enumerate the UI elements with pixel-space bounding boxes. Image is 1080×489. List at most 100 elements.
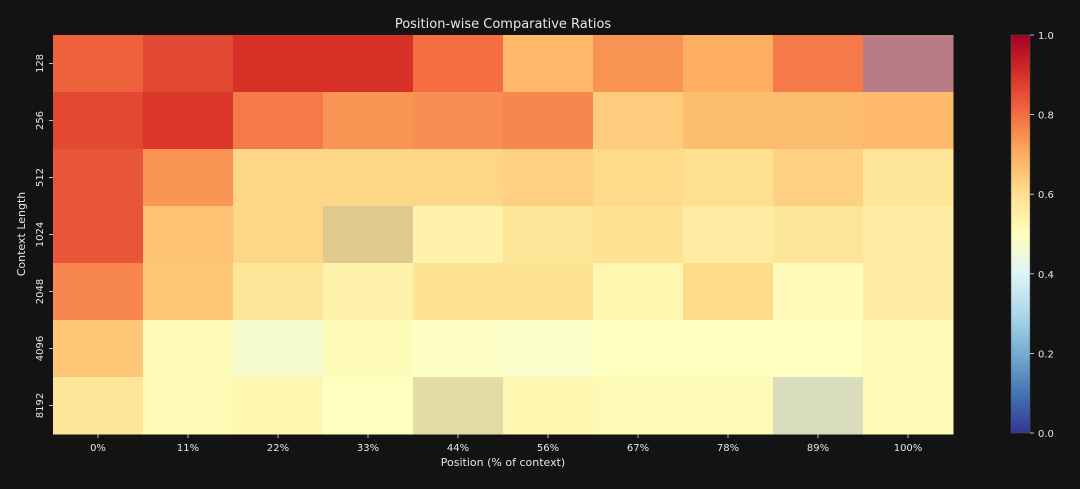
heatmap-cell (143, 263, 234, 321)
heatmap-cell (773, 206, 864, 264)
heatmap-cell (863, 377, 954, 435)
y-tick-label: 4096 (35, 336, 46, 361)
x-tick-label: 56% (537, 443, 559, 454)
y-tick-label: 256 (35, 111, 46, 130)
heatmap-cell (323, 206, 414, 264)
heatmap-cell (863, 320, 954, 378)
colorbar-tick-label: 0.2 (1038, 349, 1054, 360)
heatmap-cell (683, 92, 774, 150)
heatmap-cell (863, 206, 954, 264)
colorbar-tick-label: 0.6 (1038, 190, 1054, 201)
heatmap-cell (503, 35, 594, 93)
y-tick-label: 8192 (35, 393, 46, 418)
heatmap-cell (413, 263, 504, 321)
y-tick-label: 1024 (35, 222, 46, 247)
heatmap-cell (413, 92, 504, 150)
x-axis-label: Position (% of context) (441, 456, 565, 469)
heatmap-cell (503, 377, 594, 435)
heatmap-cell (53, 149, 144, 207)
y-axis: 128 256 512 1024 2048 4096 8192 (35, 54, 53, 418)
heatmap-cell (233, 377, 324, 435)
x-tick-label: 89% (807, 443, 829, 454)
heatmap-cell (53, 206, 144, 264)
colorbar-tick-label: 0.0 (1038, 429, 1054, 440)
heatmap-cell (683, 35, 774, 93)
heatmap-cell (683, 377, 774, 435)
heatmap-cell (323, 149, 414, 207)
heatmap-cells (53, 35, 954, 435)
heatmap-cell (863, 35, 954, 93)
heatmap-cell (413, 320, 504, 378)
heatmap-cell (323, 377, 414, 435)
heatmap-cell (143, 377, 234, 435)
x-tick-label: 11% (177, 443, 199, 454)
heatmap-cell (53, 35, 144, 93)
heatmap-cell (503, 92, 594, 150)
heatmap-cell (863, 263, 954, 321)
heatmap-cell (863, 149, 954, 207)
heatmap-cell (773, 263, 864, 321)
x-tick-label: 100% (894, 443, 923, 454)
heatmap-cell (593, 149, 684, 207)
heatmap-cell (323, 92, 414, 150)
heatmap-cell (683, 206, 774, 264)
heatmap-cell (323, 263, 414, 321)
heatmap-cell (773, 320, 864, 378)
colorbar-ticks: 0.0 0.2 0.4 0.6 0.8 1.0 (1030, 31, 1054, 440)
y-axis-label: Context Length (15, 192, 28, 277)
heatmap-cell (863, 92, 954, 150)
x-tick-label: 78% (717, 443, 739, 454)
heatmap-cell (773, 149, 864, 207)
y-tick-label: 2048 (35, 279, 46, 304)
heatmap-cell (143, 206, 234, 264)
heatmap-cell (143, 149, 234, 207)
x-tick-label: 22% (267, 443, 289, 454)
heatmap-cell (323, 35, 414, 93)
colorbar-tick-label: 1.0 (1038, 31, 1054, 42)
heatmap-cell (593, 92, 684, 150)
heatmap-cell (593, 35, 684, 93)
heatmap-cell (593, 206, 684, 264)
heatmap-cell (413, 377, 504, 435)
heatmap-cell (503, 320, 594, 378)
colorbar-tick-label: 0.8 (1038, 111, 1054, 122)
heatmap-cell (323, 320, 414, 378)
heatmap-cell (53, 263, 144, 321)
x-tick-label: 0% (90, 443, 106, 454)
heatmap-cell (773, 377, 864, 435)
heatmap-cell (683, 320, 774, 378)
x-tick-label: 67% (627, 443, 649, 454)
heatmap-cell (53, 92, 144, 150)
heatmap-cell (593, 263, 684, 321)
heatmap-cell (413, 206, 504, 264)
heatmap-cell (233, 206, 324, 264)
y-tick-label: 128 (35, 54, 46, 73)
heatmap-cell (53, 377, 144, 435)
x-axis: 0% 11% 22% 33% 44% 56% 67% 78% 89% 100% (90, 434, 922, 454)
y-tick-label: 512 (35, 168, 46, 187)
heatmap-cell (773, 92, 864, 150)
colorbar (1010, 34, 1031, 434)
heatmap-cell (143, 35, 234, 93)
heatmap-cell (773, 35, 864, 93)
heatmap-cell (233, 320, 324, 378)
colorbar-tick-label: 0.4 (1038, 270, 1054, 281)
heatmap-cell (413, 149, 504, 207)
heatmap-cell (413, 35, 504, 93)
heatmap-cell (233, 35, 324, 93)
heatmap-cell (233, 149, 324, 207)
x-tick-label: 44% (447, 443, 469, 454)
heatmap-cell (233, 92, 324, 150)
heatmap-cell (593, 320, 684, 378)
heatmap-cell (503, 206, 594, 264)
heatmap-cell (683, 149, 774, 207)
chart-title: Position-wise Comparative Ratios (395, 17, 612, 32)
heatmap-cell (503, 263, 594, 321)
x-tick-label: 33% (357, 443, 379, 454)
heatmap-cell (683, 263, 774, 321)
heatmap-cell (143, 92, 234, 150)
heatmap-cell (53, 320, 144, 378)
heatmap-cell (233, 263, 324, 321)
